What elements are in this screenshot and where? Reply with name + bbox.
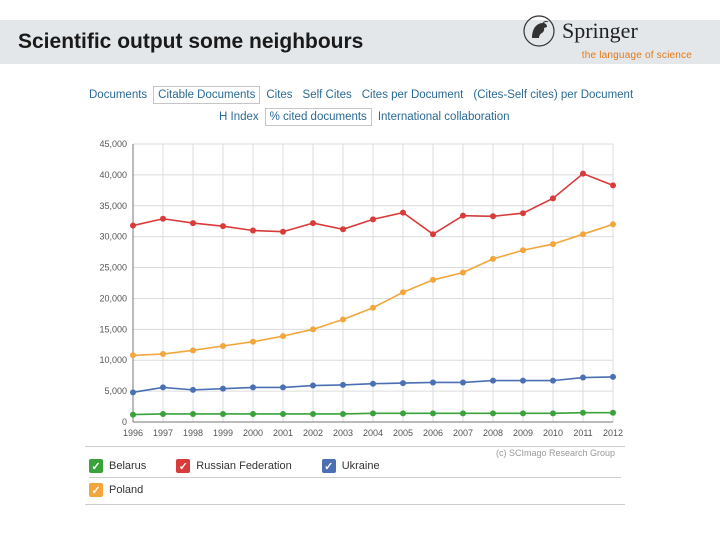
legend-row-1: ✓ Belarus ✓ Russian Federation ✓ Ukraine xyxy=(89,459,621,473)
legend-item-russian-federation[interactable]: ✓ Russian Federation xyxy=(176,459,291,473)
svg-text:1999: 1999 xyxy=(213,428,233,438)
svg-text:2006: 2006 xyxy=(423,428,443,438)
legend-item-ukraine[interactable]: ✓ Ukraine xyxy=(322,459,380,473)
svg-text:40,000: 40,000 xyxy=(99,170,127,180)
slide: Scientific output some neighbours Spring… xyxy=(0,0,720,540)
svg-text:20,000: 20,000 xyxy=(99,293,127,303)
brand-tagline: the language of science xyxy=(522,50,692,61)
tab-cites-per-document[interactable]: Cites per Document xyxy=(358,87,468,103)
svg-text:2011: 2011 xyxy=(573,428,592,438)
svg-text:2009: 2009 xyxy=(513,428,533,438)
svg-text:0: 0 xyxy=(122,417,127,427)
legend-swatch-icon: ✓ xyxy=(176,459,190,473)
tabs-row-1: DocumentsCitable DocumentsCitesSelf Cite… xyxy=(85,86,645,104)
svg-text:2001: 2001 xyxy=(273,428,293,438)
tab-citable-documents[interactable]: Citable Documents xyxy=(153,86,260,104)
svg-text:2002: 2002 xyxy=(303,428,323,438)
legend-swatch-icon: ✓ xyxy=(89,459,103,473)
tab-international-collaboration[interactable]: International collaboration xyxy=(374,109,514,125)
svg-text:15,000: 15,000 xyxy=(99,324,127,334)
svg-text:35,000: 35,000 xyxy=(99,201,127,211)
tabs-row-2: H Index% cited documentsInternational co… xyxy=(85,108,645,126)
line-chart: 0 5,000 10,000 15,000 20,000 25,000 30,000 35,0… xyxy=(85,136,625,446)
svg-text:30,000: 30,000 xyxy=(99,232,127,242)
legend-label: Belarus xyxy=(109,460,146,472)
springer-horse-icon xyxy=(522,14,556,48)
legend-label: Poland xyxy=(109,484,143,496)
svg-text:45,000: 45,000 xyxy=(99,139,127,149)
attribution: (c) SCImago Research Group xyxy=(496,448,615,458)
legend-item-belarus[interactable]: ✓ Belarus xyxy=(89,459,146,473)
legend-swatch-icon: ✓ xyxy=(89,483,103,497)
svg-text:10,000: 10,000 xyxy=(99,355,127,365)
metric-tabs: DocumentsCitable DocumentsCitesSelf Cite… xyxy=(85,86,645,126)
svg-text:1997: 1997 xyxy=(153,428,173,438)
svg-text:2005: 2005 xyxy=(393,428,413,438)
svg-text:1998: 1998 xyxy=(183,428,203,438)
svg-text:2012: 2012 xyxy=(603,428,623,438)
legend-swatch-icon: ✓ xyxy=(322,459,336,473)
tab-cites[interactable]: Cites xyxy=(262,87,296,103)
svg-text:2008: 2008 xyxy=(483,428,503,438)
legend-label: Russian Federation xyxy=(196,460,291,472)
page-title: Scientific output some neighbours xyxy=(0,30,363,54)
brand-logo: Springer the language of science xyxy=(522,14,692,62)
svg-text:2007: 2007 xyxy=(453,428,473,438)
chart-panel: DocumentsCitable DocumentsCitesSelf Cite… xyxy=(85,86,645,526)
tab-cites-self-cites-per-document[interactable]: (Cites-Self cites) per Document xyxy=(469,87,637,103)
tab-self-cites[interactable]: Self Cites xyxy=(299,87,356,103)
legend-row-2: ✓ Poland xyxy=(89,483,621,497)
svg-text:25,000: 25,000 xyxy=(99,263,127,273)
legend-item-poland[interactable]: ✓ Poland xyxy=(89,483,143,497)
svg-text:2003: 2003 xyxy=(333,428,353,438)
svg-text:2004: 2004 xyxy=(363,428,383,438)
brand-name: Springer xyxy=(562,18,638,44)
svg-text:5,000: 5,000 xyxy=(104,386,127,396)
svg-text:2010: 2010 xyxy=(543,428,563,438)
svg-text:1996: 1996 xyxy=(123,428,143,438)
tab-cited-documents[interactable]: % cited documents xyxy=(265,108,372,126)
legend-label: Ukraine xyxy=(342,460,380,472)
tab-documents[interactable]: Documents xyxy=(85,87,151,103)
tab-h-index[interactable]: H Index xyxy=(215,109,263,125)
svg-text:2000: 2000 xyxy=(243,428,263,438)
